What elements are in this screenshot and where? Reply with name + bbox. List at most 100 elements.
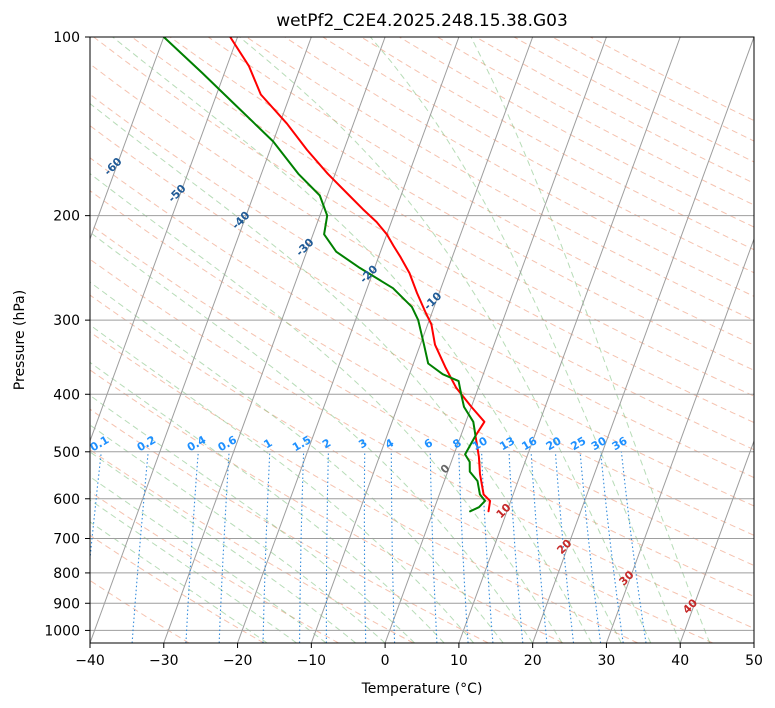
isotherm-line [90, 37, 312, 643]
dry-adiabat-line [90, 491, 339, 643]
dry-adiabat-line [93, 37, 754, 424]
moist-adiabat-line [90, 521, 268, 643]
x-tick-label: −20 [223, 653, 253, 669]
x-tick-label: 50 [745, 653, 763, 669]
x-tick-label: 30 [597, 653, 615, 669]
moist-adiabat-line [90, 424, 386, 643]
moist-adiabat-line [90, 361, 445, 643]
x-tick-label: −30 [149, 653, 179, 669]
y-tick-label: 1000 [44, 623, 80, 639]
dry-adiabat-line [90, 294, 713, 643]
dry-adiabat-label: -40 [229, 209, 252, 232]
mixing-ratio-line [185, 451, 199, 643]
moist-adiabat-line [90, 281, 504, 643]
x-axis: −40 −30 −20 −10 0 10 20 30 40 50 [75, 643, 763, 669]
mixing-ratio-label: 6 [422, 436, 435, 451]
dry-adiabat-line [90, 408, 489, 643]
mixing-ratio-label: 0.2 [135, 433, 158, 454]
x-tick-label: −10 [297, 653, 327, 669]
mixing-ratio-line [131, 451, 149, 643]
y-axis-label: Pressure (hPa) [12, 290, 28, 390]
plot-frame [89, 36, 755, 644]
temperature-profile-line [229, 37, 492, 513]
mixing-ratio-line [390, 451, 396, 643]
moist-adiabat-line [90, 476, 327, 643]
mixing-ratio-line [530, 451, 548, 643]
dry-adiabat-line [513, 37, 754, 163]
mixing-ratio-line [579, 451, 602, 643]
dry-adiabat-line [207, 37, 754, 346]
chart-title: wetPf2_C2E4.2025.248.15.38.G03 [276, 11, 568, 31]
mixing-ratio-line [554, 451, 575, 643]
mixing-ratio-label: 0.4 [185, 433, 209, 454]
isotherm-line [90, 37, 165, 241]
dry-adiabat-line [90, 125, 754, 507]
dry-adiabat-line [169, 37, 754, 371]
mixing-ratio-line [481, 451, 494, 643]
mixing-ratio-label: 30 [589, 434, 609, 453]
dry-adiabat-line [90, 534, 265, 643]
isotherm-line [384, 37, 607, 643]
dry-adiabat-line [90, 369, 564, 643]
y-tick-label: 700 [53, 532, 80, 548]
y-tick-label: 900 [53, 596, 80, 612]
y-tick-label: 200 [53, 209, 80, 225]
y-tick-label: 800 [53, 566, 80, 582]
dry-adiabat-line [284, 37, 754, 297]
dry-adiabat-label: -50 [165, 182, 188, 205]
mixing-ratio-line [429, 451, 438, 643]
plot-area [90, 37, 754, 643]
dry-adiabat-line [399, 37, 754, 228]
y-tick-label: 500 [53, 445, 80, 461]
moist-adiabat-line [370, 37, 681, 643]
isotherm-line [679, 439, 754, 643]
x-tick-label: 0 [381, 653, 390, 669]
dry-adiabat-line [590, 37, 754, 122]
isotherm-line [458, 37, 681, 643]
moist-adiabat-line [112, 37, 622, 643]
x-tick-label: 40 [671, 653, 689, 669]
y-axis: 1000 900 800 700 600 500 400 300 200 100 [44, 30, 90, 639]
mixing-ratio-label: 1 [261, 436, 274, 451]
x-axis-label: Temperature (°C) [361, 681, 483, 697]
y-tick-label: 400 [53, 387, 80, 403]
mixing-ratio-label: 10 [470, 434, 490, 453]
y-tick-label: 300 [53, 313, 80, 329]
moist-adiabat-line [90, 173, 563, 643]
dry-adiabat-line [90, 258, 754, 629]
isotherm-line [163, 37, 386, 643]
dry-adiabat-label: -20 [357, 262, 380, 285]
mixing-ratio-label: 36 [610, 434, 630, 453]
series-layer [162, 37, 492, 513]
isotherm-line [237, 37, 460, 643]
y-tick-label: 600 [53, 492, 80, 508]
moist-adiabat-line [90, 499, 297, 643]
mixing-ratio-label: 0.6 [216, 433, 240, 454]
mixing-ratio-line [363, 451, 367, 643]
mixing-ratio-label: 25 [568, 434, 588, 453]
isotherm-line [90, 37, 239, 443]
mixing-ratio-label: 8 [450, 436, 463, 451]
dewpoint-profile-line [162, 37, 486, 513]
mixing-ratio-line [620, 451, 647, 643]
mixing-ratio-label: 3 [356, 436, 369, 451]
mixing-ratio-line [508, 451, 524, 643]
mixing-ratio-label: 4 [383, 436, 396, 451]
mixing-ratio-line [600, 451, 624, 643]
x-tick-label: −40 [75, 653, 105, 669]
dry-adiabat-line [322, 37, 754, 274]
mixing-ratio-label: 16 [519, 434, 539, 453]
mixing-ratio-label: 2 [320, 436, 333, 451]
dry-adiabat-line [551, 37, 754, 142]
moist-adiabat-label: 30 [617, 568, 637, 588]
isotherm-line [753, 641, 754, 643]
x-tick-label: 20 [524, 653, 542, 669]
moist-adiabat-line [90, 394, 415, 643]
mixing-ratio-line [299, 451, 305, 643]
dry-adiabat-label: -70 [38, 128, 61, 151]
dry-adiabat-line [90, 579, 190, 643]
mixing-ratio-line [458, 451, 469, 643]
moist-adiabat-label: 10 [494, 501, 514, 521]
mixing-ratio-line [90, 451, 102, 565]
